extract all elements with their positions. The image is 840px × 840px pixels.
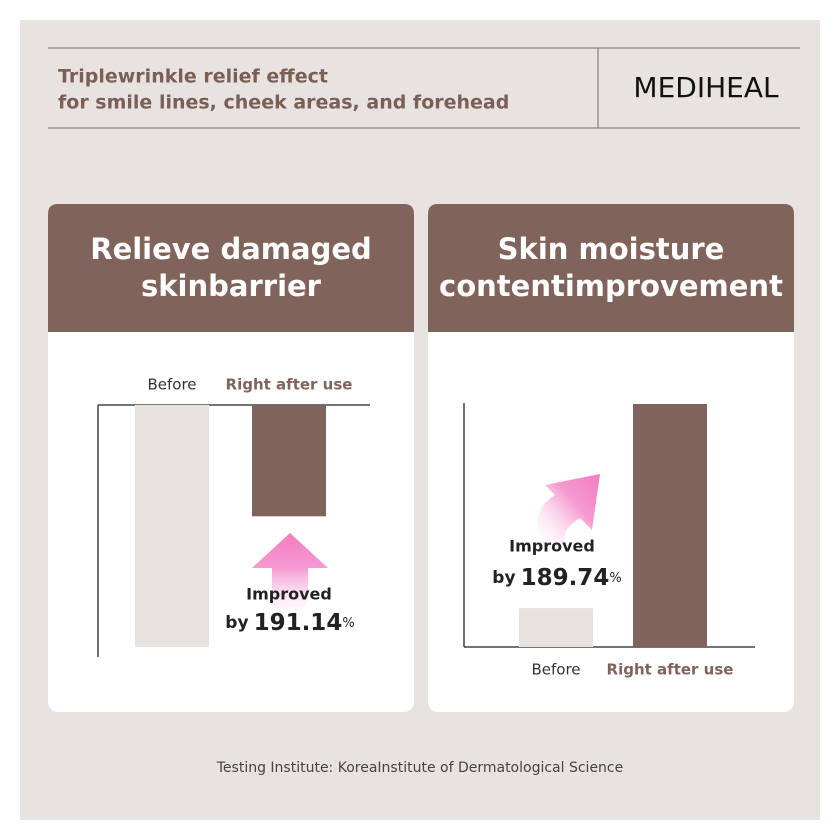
bar	[135, 405, 209, 647]
annotation-number: 191.14	[254, 610, 343, 636]
annotation: Improved	[246, 585, 332, 604]
panel-header	[48, 204, 414, 332]
bar	[519, 608, 593, 647]
panel-title: contentimprovement	[439, 269, 783, 303]
panel-title: Skin moisture	[498, 232, 725, 266]
tagline: for smile lines, cheek areas, and forehe…	[58, 92, 509, 114]
category-label: Right after use	[607, 661, 734, 679]
arrow	[537, 474, 600, 545]
annotation-prefix: by	[225, 613, 248, 633]
panel-header	[428, 204, 794, 332]
annotation-prefix: by	[492, 568, 515, 588]
category-label: Before	[531, 661, 580, 679]
annotation-unit: %	[342, 616, 354, 631]
annotation: Improved	[509, 537, 595, 556]
category-label: Before	[147, 376, 196, 394]
annotation-number: 189.74	[521, 565, 610, 591]
brand: MEDIHEAL	[633, 71, 779, 104]
bar	[633, 404, 707, 647]
tagline: Triplewrinkle relief effect	[58, 66, 328, 88]
category-label: Right after use	[226, 376, 353, 394]
panel-title: skinbarrier	[141, 269, 322, 303]
bar	[252, 405, 326, 517]
annotation: by 189.74%	[492, 565, 621, 591]
footer: Testing Institute: KoreaInstitute of Der…	[216, 760, 624, 776]
arrow	[252, 533, 328, 620]
annotation-unit: %	[609, 571, 621, 586]
panel-title: Relieve damaged	[90, 232, 372, 266]
annotation: by 191.14%	[225, 610, 354, 636]
